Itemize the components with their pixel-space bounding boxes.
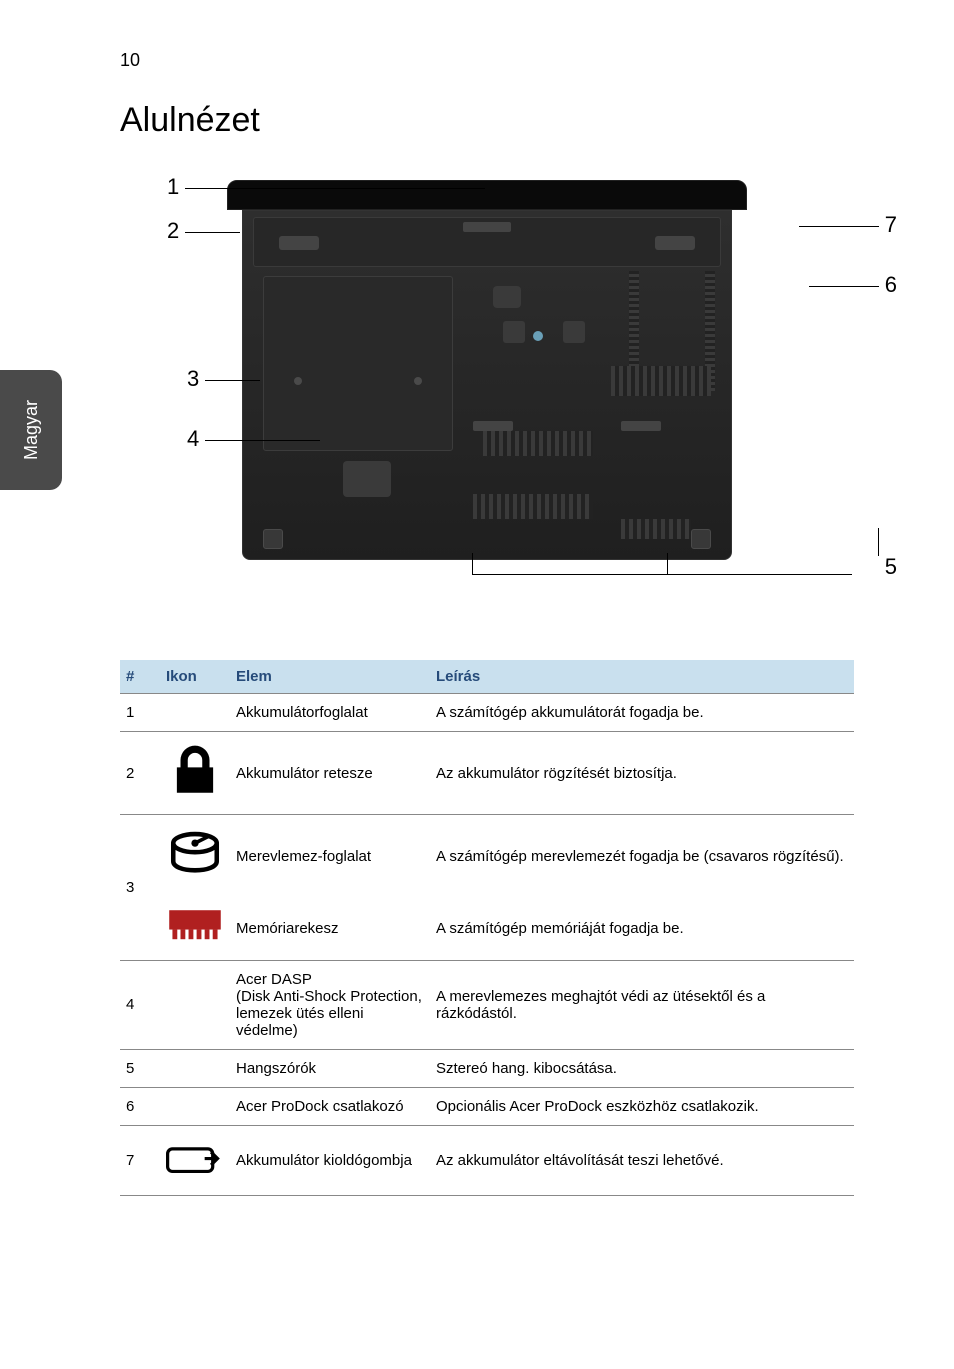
cell-num: 4 <box>120 960 160 1049</box>
disk-icon <box>160 815 230 898</box>
cell-num: 1 <box>120 694 160 732</box>
laptop-illustration <box>227 180 747 560</box>
cell-desc: A számítógép memóriáját fogadja be. <box>430 897 854 960</box>
cell-elem: Akkumulátor kioldógombja <box>230 1125 430 1195</box>
table-row: 7 Akkumulátor kioldógombja Az akkumuláto… <box>120 1125 854 1195</box>
cell-num: 7 <box>120 1125 160 1195</box>
components-table: # Ikon Elem Leírás 1 Akkumulátorfoglalat… <box>120 660 854 1196</box>
cell-elem: Acer ProDock csatlakozó <box>230 1087 430 1125</box>
release-icon <box>160 1125 230 1195</box>
table-row: 4 Acer DASP (Disk Anti-Shock Protection,… <box>120 960 854 1049</box>
cell-desc: Opcionális Acer ProDock eszközhöz csatla… <box>430 1087 854 1125</box>
cell-elem: Hangszórók <box>230 1049 430 1087</box>
cell-desc: Az akkumulátor rögzítését biztosítja. <box>430 732 854 815</box>
table-row: 2 Akkumulátor retesze Az akkumulátor rög… <box>120 732 854 815</box>
cell-elem: Akkumulátorfoglalat <box>230 694 430 732</box>
cell-num: 5 <box>120 1049 160 1087</box>
page-number: 10 <box>120 50 854 71</box>
table-row: 6 Acer ProDock csatlakozó Opcionális Ace… <box>120 1087 854 1125</box>
cell-elem: Merevlemez-foglalat <box>230 815 430 898</box>
cell-icon <box>160 960 230 1049</box>
memory-icon <box>160 897 230 960</box>
col-num: # <box>120 660 160 694</box>
cell-icon <box>160 1049 230 1087</box>
lock-icon <box>160 732 230 815</box>
col-desc: Leírás <box>430 660 854 694</box>
cell-desc: Sztereó hang. kibocsátása. <box>430 1049 854 1087</box>
cell-num: 2 <box>120 732 160 815</box>
cell-num: 3 <box>120 815 160 961</box>
cell-desc: A számítógép akkumulátorát fogadja be. <box>430 694 854 732</box>
cell-desc: Az akkumulátor eltávolítását teszi lehet… <box>430 1125 854 1195</box>
cell-desc: A merevlemezes meghajtót védi az ütésekt… <box>430 960 854 1049</box>
col-elem: Elem <box>230 660 430 694</box>
page-title: Alulnézet <box>120 101 854 140</box>
page: 10 Alulnézet <box>0 0 954 1276</box>
cell-elem: Memóriarekesz <box>230 897 430 960</box>
col-icon: Ikon <box>160 660 230 694</box>
cell-elem: Akkumulátor retesze <box>230 732 430 815</box>
cell-elem: Acer DASP (Disk Anti-Shock Protection, l… <box>230 960 430 1049</box>
cell-icon <box>160 1087 230 1125</box>
table-header-row: # Ikon Elem Leírás <box>120 660 854 694</box>
table-row: 5 Hangszórók Sztereó hang. kibocsátása. <box>120 1049 854 1087</box>
cell-desc: A számítógép merevlemezét fogadja be (cs… <box>430 815 854 898</box>
table-row: 1 Akkumulátorfoglalat A számítógép akkum… <box>120 694 854 732</box>
cell-icon <box>160 694 230 732</box>
table-row: Memóriarekesz A számítógép memóriáját fo… <box>120 897 854 960</box>
cell-num: 6 <box>120 1087 160 1125</box>
table-row: 3 Merevlemez-foglalat A számítógép merev… <box>120 815 854 898</box>
bottom-view-diagram: 1 2 3 4 7 6 5 <box>167 170 807 600</box>
